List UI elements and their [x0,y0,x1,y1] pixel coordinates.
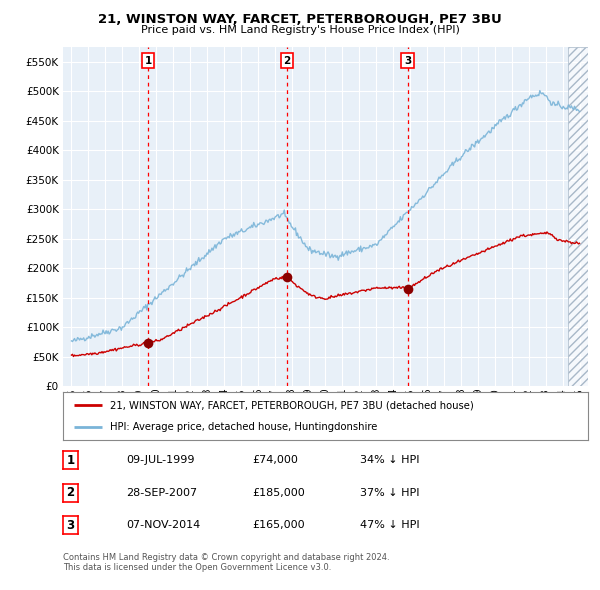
Text: 2: 2 [284,55,291,65]
Text: £74,000: £74,000 [252,455,298,465]
Text: 1: 1 [145,55,152,65]
Text: 47% ↓ HPI: 47% ↓ HPI [360,520,419,530]
Text: £165,000: £165,000 [252,520,305,530]
Text: Price paid vs. HM Land Registry's House Price Index (HPI): Price paid vs. HM Land Registry's House … [140,25,460,35]
Text: 2: 2 [67,486,75,499]
Text: 09-JUL-1999: 09-JUL-1999 [126,455,194,465]
Text: 34% ↓ HPI: 34% ↓ HPI [360,455,419,465]
Text: 3: 3 [67,519,75,532]
Text: Contains HM Land Registry data © Crown copyright and database right 2024.: Contains HM Land Registry data © Crown c… [63,553,389,562]
Text: 37% ↓ HPI: 37% ↓ HPI [360,488,419,497]
Text: 3: 3 [404,55,411,65]
Text: 07-NOV-2014: 07-NOV-2014 [126,520,200,530]
Text: 21, WINSTON WAY, FARCET, PETERBOROUGH, PE7 3BU: 21, WINSTON WAY, FARCET, PETERBOROUGH, P… [98,13,502,26]
Text: HPI: Average price, detached house, Huntingdonshire: HPI: Average price, detached house, Hunt… [110,422,377,432]
Text: 1: 1 [67,454,75,467]
Text: 28-SEP-2007: 28-SEP-2007 [126,488,197,497]
Text: This data is licensed under the Open Government Licence v3.0.: This data is licensed under the Open Gov… [63,563,331,572]
Text: 21, WINSTON WAY, FARCET, PETERBOROUGH, PE7 3BU (detached house): 21, WINSTON WAY, FARCET, PETERBOROUGH, P… [110,400,474,410]
Text: £185,000: £185,000 [252,488,305,497]
